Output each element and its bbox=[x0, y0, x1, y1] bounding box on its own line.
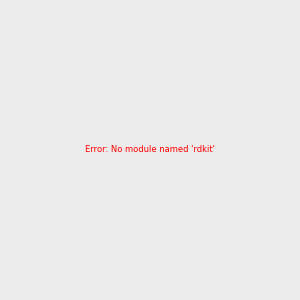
Text: Error: No module named 'rdkit': Error: No module named 'rdkit' bbox=[85, 146, 215, 154]
